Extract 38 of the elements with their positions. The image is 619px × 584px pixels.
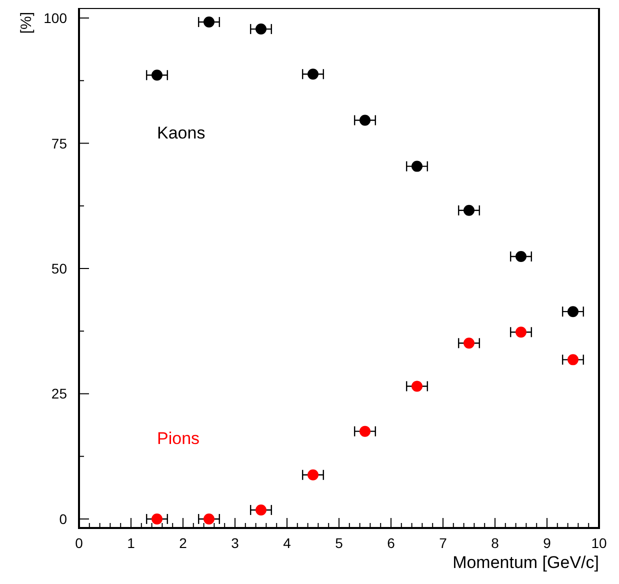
x-tick-label: 4 — [283, 535, 292, 551]
x-tick-label: 9 — [543, 535, 552, 551]
point — [516, 326, 526, 338]
point — [412, 380, 422, 392]
point — [308, 469, 318, 480]
x-tick-label: 5 — [335, 535, 344, 551]
point — [568, 354, 578, 366]
x-tick-label: 0 — [75, 535, 84, 551]
x-tick-label: 7 — [439, 535, 448, 551]
x-tick-label: 2 — [179, 535, 188, 551]
y-tick-label: 25 — [51, 386, 68, 402]
y-tick-label: 100 — [44, 10, 68, 26]
point — [256, 504, 266, 516]
point — [204, 16, 214, 28]
point — [464, 338, 474, 349]
x-tick-label: 6 — [387, 535, 396, 551]
point — [412, 160, 422, 172]
x-tick-label: 3 — [231, 535, 240, 551]
point — [256, 24, 266, 35]
point — [152, 513, 162, 524]
point — [152, 70, 162, 81]
y-tick-label: 0 — [59, 510, 68, 527]
y-tick-label: 75 — [51, 135, 68, 152]
x-tick-label: 10 — [591, 535, 607, 551]
x-tick-label: 8 — [491, 535, 500, 551]
text: Kaons — [157, 123, 206, 142]
x-axis-title: Momentum [GeV/c] — [452, 553, 599, 572]
point — [204, 513, 214, 524]
point — [360, 426, 370, 437]
x-tick-label: 1 — [127, 535, 136, 551]
point — [308, 68, 318, 80]
y-tick-label: 50 — [51, 260, 68, 276]
y-axis-title: [%] — [18, 12, 35, 34]
point — [516, 250, 526, 262]
point — [568, 306, 578, 318]
text: Pions — [157, 428, 200, 448]
point — [464, 204, 474, 216]
point — [360, 114, 370, 126]
